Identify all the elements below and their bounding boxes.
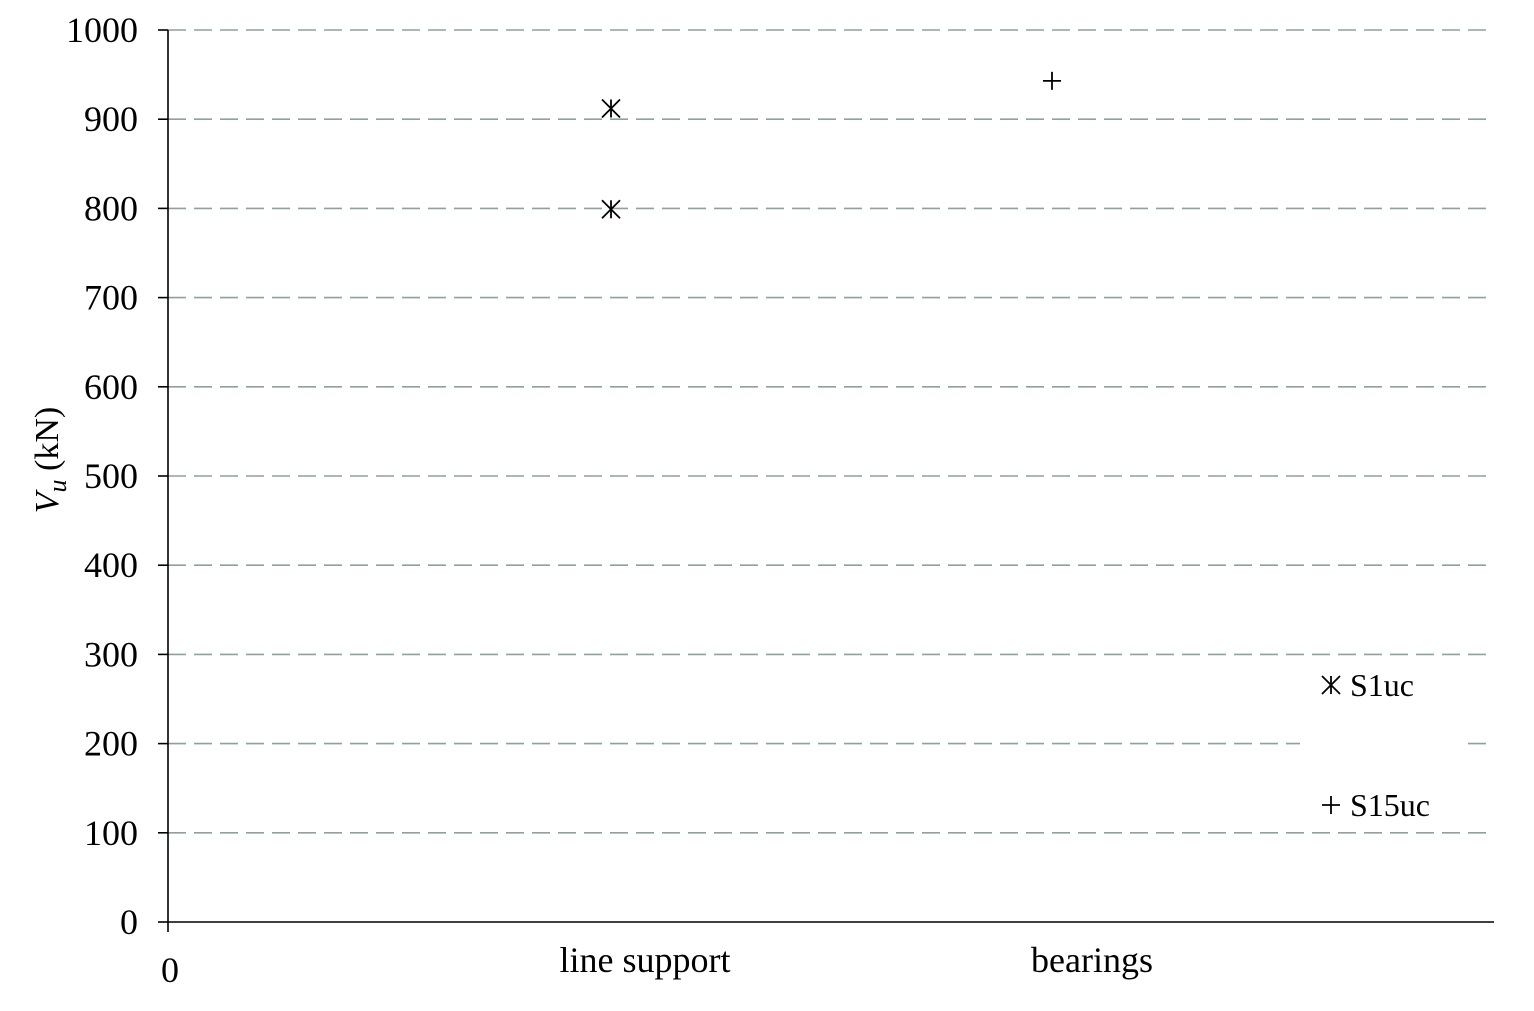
y-axis-label-subscript: u: [43, 479, 72, 492]
x-axis-labels: 0 line support bearings: [161, 940, 1153, 990]
y-tick-label: 400: [84, 545, 138, 585]
legend-label: S1uc: [1350, 667, 1414, 703]
gridlines: [168, 29, 1494, 834]
y-tick-label: 100: [84, 813, 138, 853]
y-tick-label: 500: [84, 456, 138, 496]
data-points: [601, 71, 1061, 219]
x-category-label: bearings: [1031, 940, 1153, 980]
data-point: [1043, 71, 1061, 90]
y-tick-label: 300: [84, 634, 138, 674]
y-tick-label: 700: [84, 278, 138, 318]
axes: [167, 30, 1494, 932]
data-point: [601, 199, 621, 219]
y-tick-label: 900: [84, 99, 138, 139]
x-category-label: line support: [560, 940, 731, 980]
y-tick-label: 200: [84, 724, 138, 764]
y-tick-label: 1000: [66, 10, 138, 50]
y-axis-ticks: 0 100 200 300 400 500 600 700 800 900 1000: [66, 10, 168, 942]
legend-marker: [1322, 796, 1340, 814]
legend: S1uc S15uc: [1300, 660, 1460, 830]
y-tick-label: 0: [120, 902, 138, 942]
y-axis-label: Vu (kN): [29, 407, 72, 513]
y-tick-label: 800: [84, 188, 138, 228]
x-origin-label: 0: [161, 950, 179, 990]
legend-marker: [1321, 675, 1341, 695]
data-point: [601, 98, 621, 119]
y-tick-label: 600: [84, 367, 138, 407]
y-axis-label-unit: (kN): [29, 407, 66, 480]
legend-label: S15uc: [1350, 787, 1430, 823]
